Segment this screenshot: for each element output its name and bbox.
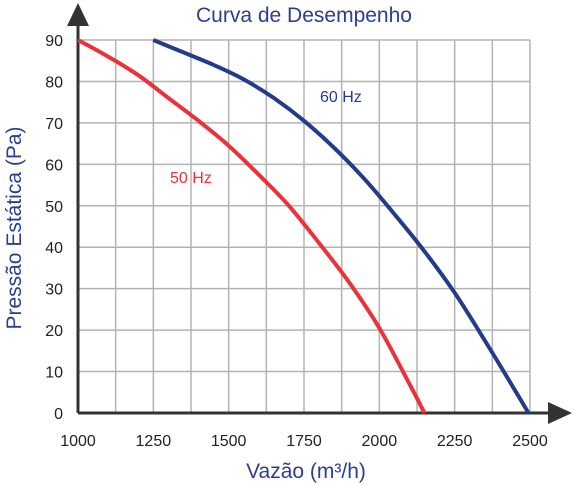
y-tick-label: 10 [45,365,63,382]
y-tick-label: 80 [45,74,63,91]
x-tick-label: 1750 [286,433,322,450]
y-tick-label: 0 [54,406,63,423]
y-tick-label: 20 [45,323,63,340]
series-label-60hz: 60 Hz [320,89,362,106]
x-axis-title: Vazão (m³/h) [246,460,366,483]
y-tick-labels: 0 10 20 30 40 50 60 70 80 90 [45,33,63,423]
x-axis-arrow [548,402,572,424]
y-axis-title: Pressão Estática (Pa) [3,126,26,329]
x-tick-label: 1000 [60,433,96,450]
series-line-60hz [152,38,531,415]
x-tick-label: 1250 [136,433,172,450]
x-tick-labels: 1000 1250 1500 1750 2000 2250 2500 [60,433,548,450]
series-label-50hz: 50 Hz [170,170,212,187]
y-axis-arrow [67,3,89,26]
grid [78,39,531,413]
y-tick-label: 60 [45,157,63,174]
y-tick-label: 30 [45,282,63,299]
y-tick-label: 90 [45,33,63,50]
x-tick-label: 2250 [437,433,473,450]
series-line-50hz [77,38,427,414]
y-tick-label: 40 [45,240,63,257]
series-lines [77,38,531,415]
x-tick-label: 1500 [211,433,247,450]
y-tick-label: 50 [45,199,63,216]
axes [67,3,572,424]
x-tick-label: 2500 [512,433,548,450]
x-tick-label: 2000 [362,433,398,450]
chart-title: Curva de Desempenho [196,4,412,27]
y-tick-label: 70 [45,116,63,133]
